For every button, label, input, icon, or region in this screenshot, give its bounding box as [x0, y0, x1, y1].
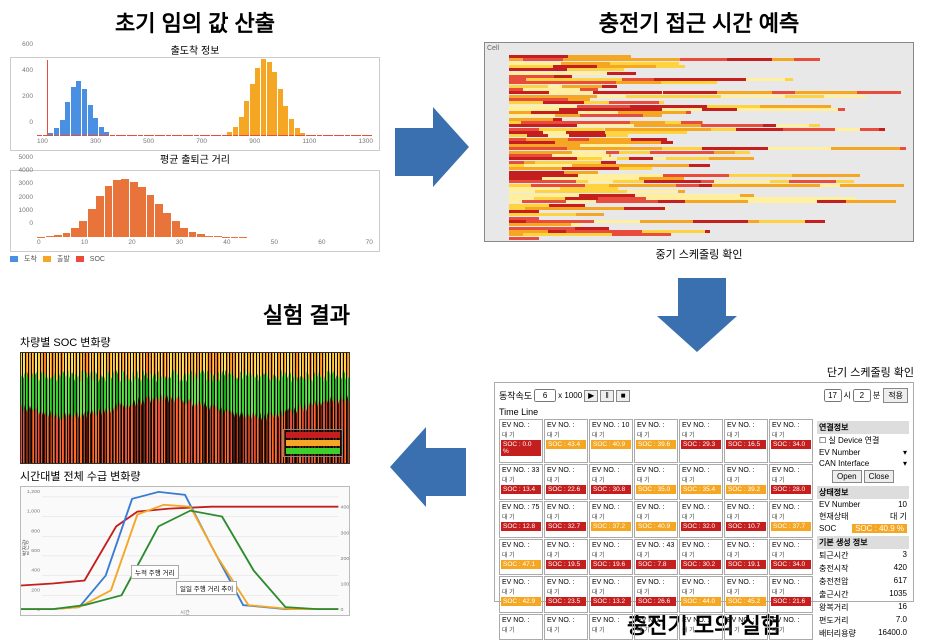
- chart1-caption: 출도착 정보: [10, 42, 380, 57]
- ev-cell: EV NO. :대 기SOC : 47.1: [499, 539, 543, 576]
- play-button[interactable]: ▶: [584, 390, 598, 402]
- timeline-label: Time Line: [499, 407, 909, 417]
- tr-title: 충전기 접근 시간 예측: [484, 6, 914, 38]
- speed-input[interactable]: [534, 389, 556, 402]
- sim-sidebar: 연결정보☐ 실 Device 연결EV Number▾CAN Interface…: [817, 419, 909, 640]
- tl-legend: 도착출발SOC: [10, 254, 380, 264]
- results-panel: 실험 결과 차량별 SOC 변화량 시간대별 전체 수급 변화량 0 200 400…: [20, 298, 350, 616]
- ev-cell: EV NO. :대 기SOC : 26.6: [634, 576, 678, 613]
- minute-label: 분: [873, 390, 880, 401]
- schedule-heatmap: Cell: [484, 42, 914, 242]
- svg-text:1,200: 1,200: [27, 489, 40, 495]
- ev-cell: EV NO. :대 기SOC : 19.1: [724, 539, 768, 576]
- ev-cell: EV NO. :대 기SOC : 28.0: [769, 464, 813, 501]
- svg-text:0: 0: [341, 607, 344, 613]
- ev-cell: EV NO. :대 기SOC : 32.0: [679, 501, 723, 538]
- spectro-caption: 차량별 SOC 변화량: [20, 334, 350, 350]
- speed-label: 동작속도: [499, 389, 532, 402]
- pause-button[interactable]: ‖: [600, 390, 614, 402]
- note-2: 일일 주행 거리 추이: [176, 581, 237, 595]
- svg-text:300,000: 300,000: [341, 530, 349, 536]
- cell-label: Cell: [487, 45, 499, 52]
- sim-grid: EV NO. :대 기SOC : 0.0 %EV NO. :대 기SOC : 4…: [499, 419, 909, 640]
- ev-cell: EV NO. : 10대 기SOC : 40.9: [589, 419, 633, 463]
- ev-cell: EV NO. :대 기SOC : 19.6: [589, 539, 633, 576]
- speed-multiplier: x 1000: [558, 391, 582, 400]
- ev-cell: EV NO. :대 기SOC : 40.9: [634, 501, 678, 538]
- stop-button[interactable]: ■: [616, 390, 630, 402]
- hour-label: 시: [844, 390, 851, 401]
- ev-cell: EV NO. :대 기SOC : 35.4: [679, 464, 723, 501]
- ev-cell: EV NO. :대 기SOC : 29.3: [679, 419, 723, 463]
- ev-cell: EV NO. :대 기SOC : 34.0: [769, 539, 813, 576]
- ev-cell: EV NO. :대 기: [499, 614, 543, 641]
- ev-cell: EV NO. :대 기SOC : 21.6: [769, 576, 813, 613]
- ev-cell: EV NO. :대 기SOC : 37.2: [589, 501, 633, 538]
- access-time-prediction-panel: 충전기 접근 시간 예측 Cell 중기 스케줄링 확인: [484, 6, 914, 262]
- svg-text:100,000: 100,000: [341, 582, 349, 588]
- ev-cell: EV NO. :대 기: [589, 614, 633, 641]
- bl-title: 실험 결과: [20, 298, 350, 330]
- soc-variation-chart: [20, 352, 350, 464]
- ev-cell: EV NO. :대 기: [679, 614, 723, 641]
- ev-cell: EV NO. :대 기SOC : 37.7: [769, 501, 813, 538]
- svg-text:200,000: 200,000: [341, 556, 349, 562]
- svg-text:1,000: 1,000: [27, 509, 40, 515]
- svg-text:시간: 시간: [180, 609, 190, 615]
- ev-cell: EV NO. :대 기: [769, 614, 813, 641]
- svg-text:400,000: 400,000: [341, 505, 349, 511]
- svg-text:400: 400: [31, 568, 40, 574]
- ev-cell: EV NO. :대 기SOC : 0.0 %: [499, 419, 543, 463]
- simulator-window: 동작속도 x 1000 ▶ ‖ ■ 시 분 적용 Time Line EV NO…: [494, 382, 914, 602]
- ev-cell: EV NO. :대 기: [544, 614, 588, 641]
- tr-caption: 중기 스케줄링 확인: [484, 246, 914, 262]
- svg-text:발전량: 발전량: [21, 539, 29, 556]
- initial-values-panel: 초기 임의 값 산출 출도착 정보 0200400600 10030050070…: [10, 6, 380, 264]
- ev-cell: EV NO. :대 기SOC : 22.6: [544, 464, 588, 501]
- tl-title: 초기 임의 값 산출: [10, 6, 380, 38]
- open-button[interactable]: Open: [832, 470, 862, 483]
- svg-text:800: 800: [31, 528, 40, 534]
- hour-input[interactable]: [824, 389, 842, 402]
- close-button[interactable]: Close: [864, 470, 894, 483]
- ev-cell: EV NO. : 33대 기SOC : 13.4: [499, 464, 543, 501]
- ev-cell: EV NO. :대 기SOC : 32.7: [544, 501, 588, 538]
- note-1: 누적 주행 거리: [131, 565, 179, 579]
- commute-distance-chart: 010002000300040005000 010203040506070: [10, 170, 380, 252]
- ev-cell: EV NO. : 75대 기SOC : 12.8: [499, 501, 543, 538]
- ev-cell: EV NO. :대 기SOC : 34.0: [769, 419, 813, 463]
- sim-header: 동작속도 x 1000 ▶ ‖ ■ 시 분 적용: [499, 387, 909, 404]
- ev-cell: EV NO. :대 기SOC : 30.2: [679, 539, 723, 576]
- ev-cell: EV NO. :대 기SOC : 39.6: [634, 419, 678, 463]
- arrival-departure-chart: 0200400600 10030050070090011001300: [10, 57, 380, 151]
- supply-demand-chart: 0 200 400 600 800 1,000 1,200 0 100,000 200,000 30…: [20, 486, 350, 616]
- ev-cell: EV NO. :대 기SOC : 44.0: [679, 576, 723, 613]
- chart2-caption: 평균 출퇴근 거리: [10, 151, 380, 166]
- ev-cell: EV NO. :대 기SOC : 45.2: [724, 576, 768, 613]
- ev-cell: EV NO. :대 기SOC : 35.0: [634, 464, 678, 501]
- br-caption-top: 단기 스케줄링 확인: [494, 364, 914, 380]
- svg-text:0: 0: [37, 607, 40, 613]
- ev-cell: EV NO. :대 기SOC : 10.7: [724, 501, 768, 538]
- ev-cell: EV NO. :대 기: [724, 614, 768, 641]
- apply-button[interactable]: 적용: [883, 388, 908, 403]
- svg-text:200: 200: [31, 588, 40, 594]
- supply-caption: 시간대별 전체 수급 변화량: [20, 468, 350, 484]
- spectro-legend: [283, 429, 343, 457]
- ev-cell: EV NO. :대 기SOC : 43.4: [544, 419, 588, 463]
- ev-cell: EV NO. :대 기SOC : 39.2: [724, 464, 768, 501]
- ev-cell: EV NO. : 43대 기SOC : 7.8: [634, 539, 678, 576]
- ev-cell: EV NO. :대 기SOC : 19.5: [544, 539, 588, 576]
- ev-cell: EV NO. :대 기SOC : 16.5: [724, 419, 768, 463]
- ev-cell: EV NO. :대 기SOC : 42.9: [499, 576, 543, 613]
- ev-cell: EV NO. :대 기: [634, 614, 678, 641]
- svg-text:600: 600: [31, 548, 40, 554]
- ev-cell: EV NO. :대 기SOC : 23.5: [544, 576, 588, 613]
- ev-cell: EV NO. :대 기SOC : 13.2: [589, 576, 633, 613]
- ev-cell: EV NO. :대 기SOC : 30.8: [589, 464, 633, 501]
- minute-input[interactable]: [853, 389, 871, 402]
- simulation-panel: 단기 스케줄링 확인 동작속도 x 1000 ▶ ‖ ■ 시 분 적용 Time…: [494, 364, 914, 640]
